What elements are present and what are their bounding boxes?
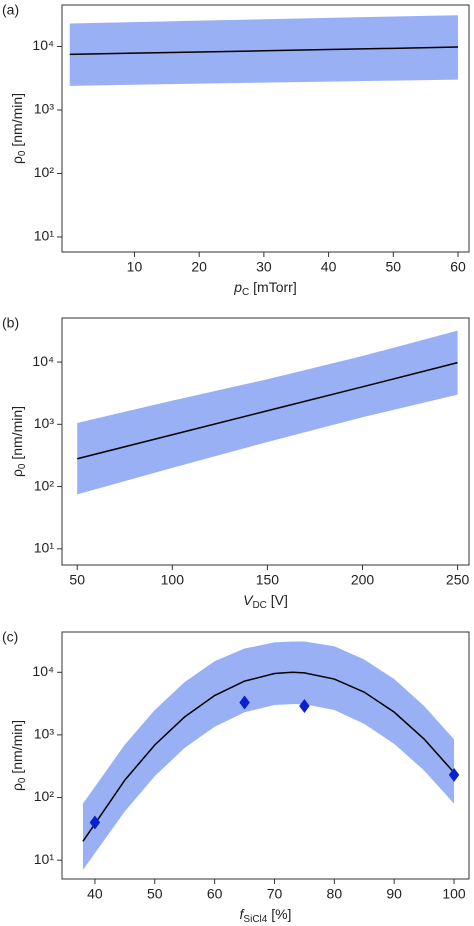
- y-tick-label: 10⁴: [32, 663, 54, 679]
- x-tick-label: 80: [327, 886, 343, 902]
- confidence-band: [77, 330, 458, 495]
- y-label-part: ρ: [9, 469, 25, 477]
- y-axis-label: ρ0 [nm/min]: [9, 93, 28, 164]
- x-axis-label: VDC [V]: [243, 592, 288, 611]
- data-point: [448, 767, 460, 782]
- y-tick-label: 10³: [34, 415, 55, 431]
- data-point: [239, 695, 250, 710]
- y-label-part: 0: [17, 463, 28, 469]
- y-tick-label: 10⁴: [32, 37, 54, 53]
- y-label-part: ρ: [9, 156, 25, 164]
- x-label-part: f: [240, 906, 246, 922]
- y-tick-label: 10³: [34, 726, 55, 742]
- x-tick-label: 10: [127, 259, 143, 275]
- x-axis-label: fSiCl4 [%]: [240, 906, 292, 925]
- y-tick-label: 10²: [34, 477, 55, 493]
- x-label-part: SiCl4: [243, 914, 267, 925]
- x-tick-label: 50: [147, 886, 163, 902]
- x-tick-label: 30: [256, 259, 272, 275]
- x-tick-label: 100: [442, 886, 466, 902]
- x-label-part: [mTorr]: [249, 279, 296, 295]
- x-tick-label: 90: [386, 886, 402, 902]
- x-tick-label: 60: [207, 886, 223, 902]
- x-label-part: C: [242, 287, 249, 298]
- x-tick-label: 50: [386, 259, 402, 275]
- y-tick-label: 10¹: [34, 851, 55, 867]
- y-tick-label: 10³: [34, 101, 55, 117]
- panel-label: (c): [2, 629, 18, 645]
- panel: (b) 10¹ 10² 10³ 10⁴ 50 100 150 200 250 VDC [V] ρ0 […: [2, 315, 470, 611]
- x-tick-label: 200: [351, 572, 375, 588]
- y-tick-label: 10²: [34, 788, 55, 804]
- x-tick-label: 40: [321, 259, 337, 275]
- y-label-part: [nm/min]: [9, 93, 25, 151]
- x-tick-label: 60: [450, 259, 466, 275]
- y-label-part: [nm/min]: [9, 406, 25, 464]
- x-tick-label: 20: [191, 259, 207, 275]
- y-label-part: 0: [17, 777, 28, 783]
- panel-label: (b): [2, 315, 19, 331]
- x-tick-label: 250: [446, 572, 470, 588]
- x-tick-label: 50: [69, 572, 85, 588]
- y-axis-label: ρ0 [nm/min]: [9, 406, 28, 477]
- x-label-part: DC: [252, 600, 266, 611]
- panel: (a) 10¹ 10² 10³ 10⁴ 10 20 30 40 50 60 pC [mTorr] ρ0 …: [2, 2, 470, 298]
- x-tick-label: 40: [87, 886, 103, 902]
- x-label-part: p: [233, 279, 242, 295]
- x-tick-label: 100: [161, 572, 185, 588]
- x-label-part: [%]: [267, 906, 291, 922]
- data-point: [299, 698, 310, 713]
- panel: (c) 10¹ 10² 10³ 10⁴ 40 50 60 70 80 90 100 fSiCl4 [%]…: [2, 629, 470, 925]
- y-tick-label: 10¹: [34, 228, 55, 244]
- y-label-part: 0: [17, 150, 28, 156]
- x-label-part: V: [243, 592, 254, 608]
- plot-frame: [61, 631, 470, 880]
- fit-line: [82, 671, 455, 842]
- x-axis-label: pC [mTorr]: [233, 279, 296, 298]
- confidence-band: [82, 641, 455, 870]
- y-axis-label: ρ0 [nm/min]: [9, 720, 28, 791]
- plot-frame: [61, 4, 470, 253]
- y-label-part: [nm/min]: [9, 720, 25, 778]
- y-tick-label: 10¹: [34, 540, 55, 556]
- fit-line: [77, 361, 458, 460]
- x-tick-label: 150: [256, 572, 280, 588]
- data-point: [89, 815, 101, 830]
- y-tick-label: 10⁴: [32, 353, 54, 369]
- x-tick-label: 70: [267, 886, 283, 902]
- fit-line: [69, 46, 459, 56]
- plot-frame: [61, 317, 470, 566]
- panel-label: (a): [2, 2, 19, 18]
- y-label-part: ρ: [9, 783, 25, 791]
- x-label-part: [V]: [267, 592, 288, 608]
- y-tick-label: 10²: [34, 164, 55, 180]
